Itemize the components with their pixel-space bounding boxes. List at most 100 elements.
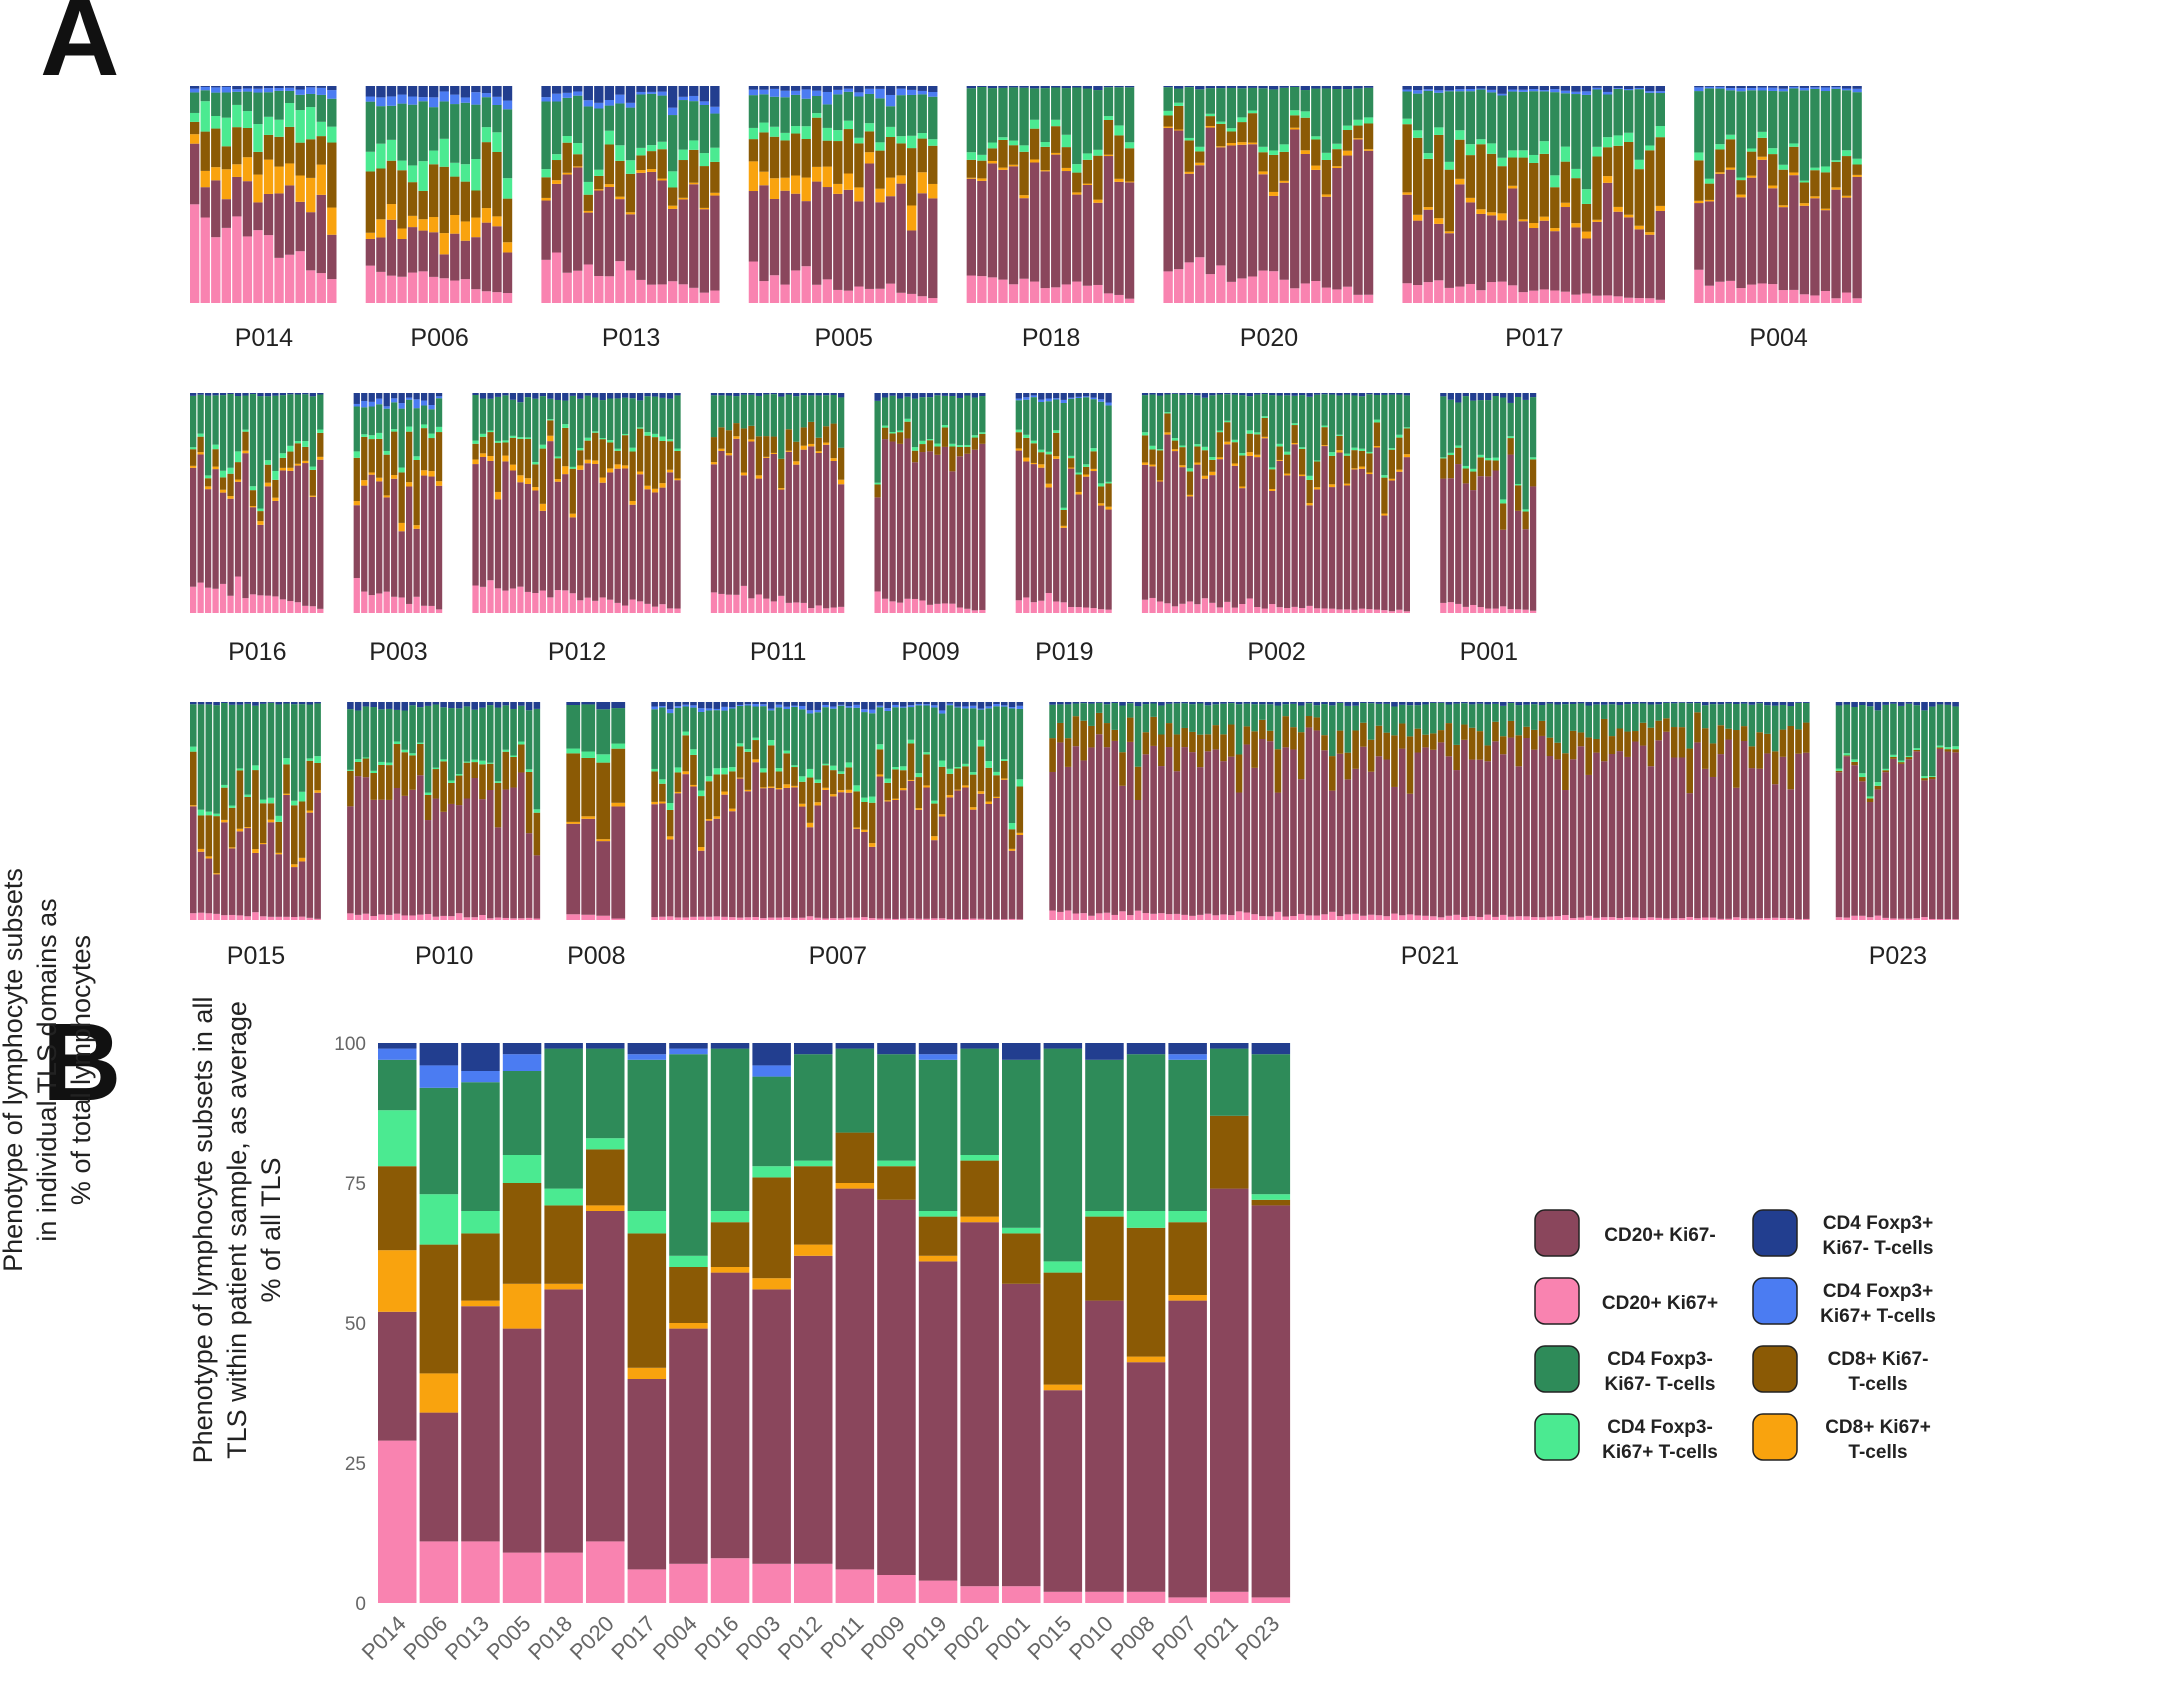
tls-bar-segment — [780, 90, 790, 98]
tls-bar-segment — [190, 586, 197, 613]
tls-bar-segment — [295, 142, 305, 176]
tls-bar-segment — [1235, 792, 1243, 912]
tls-bar-segment — [1507, 150, 1518, 158]
tls-bar-segment — [977, 702, 985, 709]
tls-bar-segment — [674, 917, 682, 920]
tls-bar-segment — [1686, 917, 1694, 920]
tls-bar-segment — [899, 918, 907, 920]
tls-bar-segment — [212, 393, 219, 396]
tls-bar-segment — [740, 428, 748, 473]
tls-bar-segment — [1778, 169, 1788, 206]
tls-bar-segment — [257, 511, 264, 522]
tls-bar-segment — [699, 166, 709, 208]
tls-bar-segment — [409, 702, 416, 706]
tls-bar-segment — [1141, 432, 1149, 436]
tls-bar-segment — [1613, 86, 1623, 89]
tls-bar-segment — [424, 792, 432, 795]
tls-bar-segment — [263, 235, 274, 303]
tls-bar-segment — [1764, 753, 1771, 919]
tls-bar-segment — [518, 741, 525, 745]
tls-bar-segment — [1430, 702, 1437, 734]
tls-bar-segment — [928, 92, 938, 97]
tls-bar-segment — [232, 104, 242, 128]
tls-bar-segment — [1163, 110, 1173, 116]
tls-bar-segment — [1205, 88, 1215, 114]
tls-bar-segment — [911, 398, 919, 448]
tls-bar-segment — [1237, 278, 1247, 303]
tls-bar-segment — [938, 713, 946, 761]
tls-bar-segment — [1336, 702, 1344, 703]
tls-bar-segment — [1866, 917, 1874, 920]
tls-bar-segment — [1569, 730, 1577, 760]
tls-bar-segment — [646, 91, 657, 94]
tls-bar-segment — [1261, 436, 1268, 439]
tls-bar-segment — [1944, 919, 1952, 920]
tls-bar-segment — [370, 773, 377, 800]
tls-bar-segment — [1913, 749, 1921, 752]
tls-bar-segment — [1383, 759, 1390, 917]
tls-bar-segment — [566, 914, 581, 920]
tls-bar-segment — [1453, 744, 1460, 771]
tls-bar-segment — [298, 801, 306, 858]
tls-bar-segment — [432, 767, 440, 770]
tls-bar-segment — [962, 763, 969, 767]
tls-bar-segment — [306, 917, 314, 920]
tls-bar-segment — [1204, 705, 1212, 735]
legend-swatch — [1752, 1209, 1798, 1257]
tls-bar-segment — [1921, 780, 1928, 918]
tls-bar-segment — [1321, 750, 1328, 915]
tls-bar-segment — [1655, 210, 1665, 300]
tls-bar-segment — [682, 706, 689, 732]
tls-bar-segment — [435, 485, 443, 610]
tls-bar-segment — [770, 601, 777, 613]
tls-bar-segment — [1209, 475, 1216, 603]
tls-bar-segment — [1352, 913, 1359, 920]
tls-bar-segment — [1060, 402, 1067, 508]
tls-bar-segment — [1843, 702, 1851, 705]
tls-bar-segment — [962, 708, 969, 764]
tls-bar-segment — [604, 276, 615, 303]
tls-bar-segment — [1569, 759, 1577, 919]
tls-bar-segment — [884, 708, 892, 711]
tls-bar-segment — [956, 397, 964, 446]
tls-bar-segment — [800, 449, 807, 603]
tls-bar-segment — [1592, 219, 1602, 222]
tls-bar-segment — [646, 151, 657, 170]
tls-bar-segment — [845, 762, 853, 768]
tls-bar-segment — [1725, 918, 1732, 920]
tls-bar-segment — [398, 597, 405, 613]
tls-bar-segment — [1082, 183, 1093, 185]
tls-bar-segment — [748, 86, 759, 90]
tls-bar-segment — [1358, 448, 1366, 451]
tls-bar-segment — [1366, 472, 1373, 475]
tls-bar-segment — [699, 292, 709, 303]
tls-bar-segment — [429, 276, 439, 303]
tls-bar-segment — [242, 429, 249, 432]
bar-segment-cd4-foxp3-ki67 — [1126, 1043, 1166, 1055]
tls-bar-segment — [946, 918, 954, 920]
tls-bar-segment — [822, 104, 832, 128]
tls-bar-segment — [353, 457, 360, 502]
tls-bar-segment — [907, 94, 917, 136]
bar-segment-cd8-ki67 — [419, 1244, 459, 1374]
tls-bar-segment — [1246, 598, 1253, 613]
tls-bar-segment — [987, 163, 998, 278]
tls-bar-segment — [823, 444, 830, 609]
tls-bar-segment — [854, 96, 864, 138]
tls-bar-segment — [1602, 86, 1613, 92]
tls-bar-segment — [1269, 469, 1276, 489]
tls-bar-segment — [1484, 761, 1491, 915]
tls-bar-segment — [830, 770, 837, 795]
tls-bar-segment — [1396, 609, 1403, 613]
tls-bar-segment — [964, 608, 971, 613]
tls-bar-segment — [1134, 910, 1142, 920]
tls-bar-segment — [1670, 703, 1678, 728]
tls-bar-segment — [200, 86, 210, 91]
tls-bar-segment — [1663, 731, 1670, 919]
tls-bar-segment — [424, 794, 432, 821]
tls-bar-segment — [853, 704, 860, 708]
bar-segment-cd4-foxp3-ki67 — [1002, 1043, 1041, 1060]
bar-segment-cd4-foxp3-ki67 — [1043, 1261, 1083, 1273]
tls-bar-segment — [1600, 761, 1608, 918]
tls-bar-segment — [596, 702, 611, 710]
